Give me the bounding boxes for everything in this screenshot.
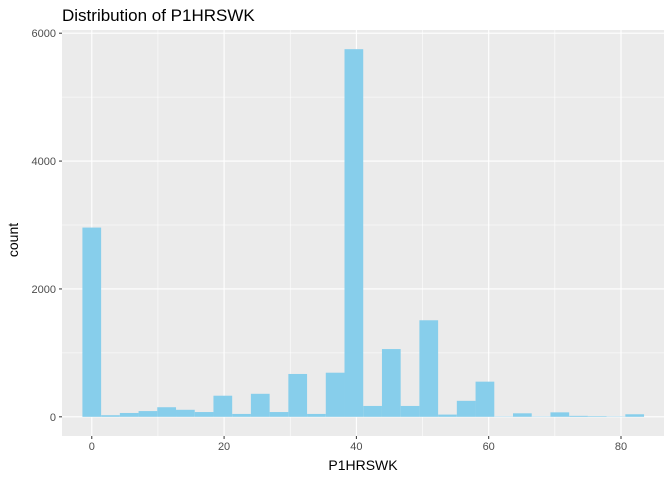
y-tick-label: 4000 xyxy=(32,156,56,168)
x-tick-label: 60 xyxy=(483,441,495,453)
histogram-bar xyxy=(325,372,345,417)
chart-title: Distribution of P1HRSWK xyxy=(62,6,255,25)
histogram-bar xyxy=(475,381,495,417)
x-tick-label: 20 xyxy=(218,441,230,453)
histogram-bar xyxy=(194,412,214,417)
y-axis: 0 2000 4000 6000 xyxy=(32,28,62,424)
histogram-bar xyxy=(101,415,120,417)
histogram-bar xyxy=(400,405,420,417)
histogram-bar xyxy=(138,411,158,417)
histogram-bar xyxy=(307,413,326,417)
histogram-bar xyxy=(119,412,139,417)
histogram-bar xyxy=(587,416,607,417)
histogram-bar xyxy=(456,400,476,417)
histogram-bar xyxy=(157,407,177,417)
histogram-bar xyxy=(381,349,401,417)
bars xyxy=(82,49,645,417)
histogram-bar xyxy=(569,415,588,417)
y-tick-label: 6000 xyxy=(32,28,56,40)
histogram-bar xyxy=(625,414,645,417)
histogram-bar xyxy=(213,395,233,417)
y-tick-label: 2000 xyxy=(32,284,56,296)
histogram-bar xyxy=(363,405,382,417)
histogram-bar xyxy=(438,414,457,417)
histogram-bar xyxy=(419,320,439,417)
histogram-bar xyxy=(344,49,364,417)
x-tick-label: 0 xyxy=(89,441,95,453)
x-axis-title: P1HRSWK xyxy=(328,457,398,473)
histogram-bar xyxy=(176,409,195,417)
histogram-bar xyxy=(288,373,308,417)
histogram-bar xyxy=(250,393,270,417)
x-tick-label: 40 xyxy=(350,441,362,453)
histogram-bar xyxy=(513,413,532,417)
y-tick-label: 0 xyxy=(50,412,56,424)
x-tick-label: 80 xyxy=(615,441,627,453)
y-axis-title: count xyxy=(5,223,21,257)
histogram-bar xyxy=(232,413,251,417)
histogram-bar xyxy=(269,412,289,417)
x-axis: 0 20 40 60 80 xyxy=(89,436,627,453)
histogram-bar xyxy=(82,227,102,417)
histogram-bar xyxy=(550,412,570,417)
